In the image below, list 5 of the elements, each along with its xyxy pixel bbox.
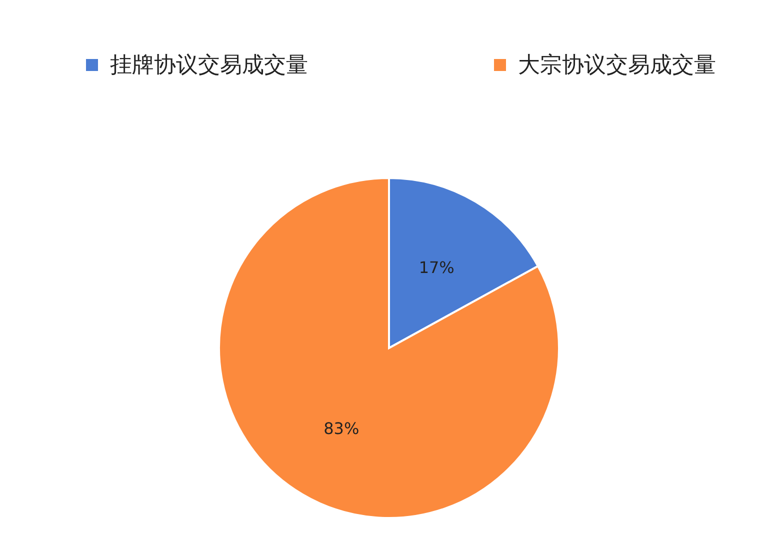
legend-label: 大宗协议交易成交量	[518, 52, 716, 80]
legend-label: 挂牌协议交易成交量	[110, 52, 308, 80]
data-label: 17%	[418, 258, 454, 278]
pie-slice	[218, 177, 560, 519]
data-label: 83%	[324, 418, 360, 438]
